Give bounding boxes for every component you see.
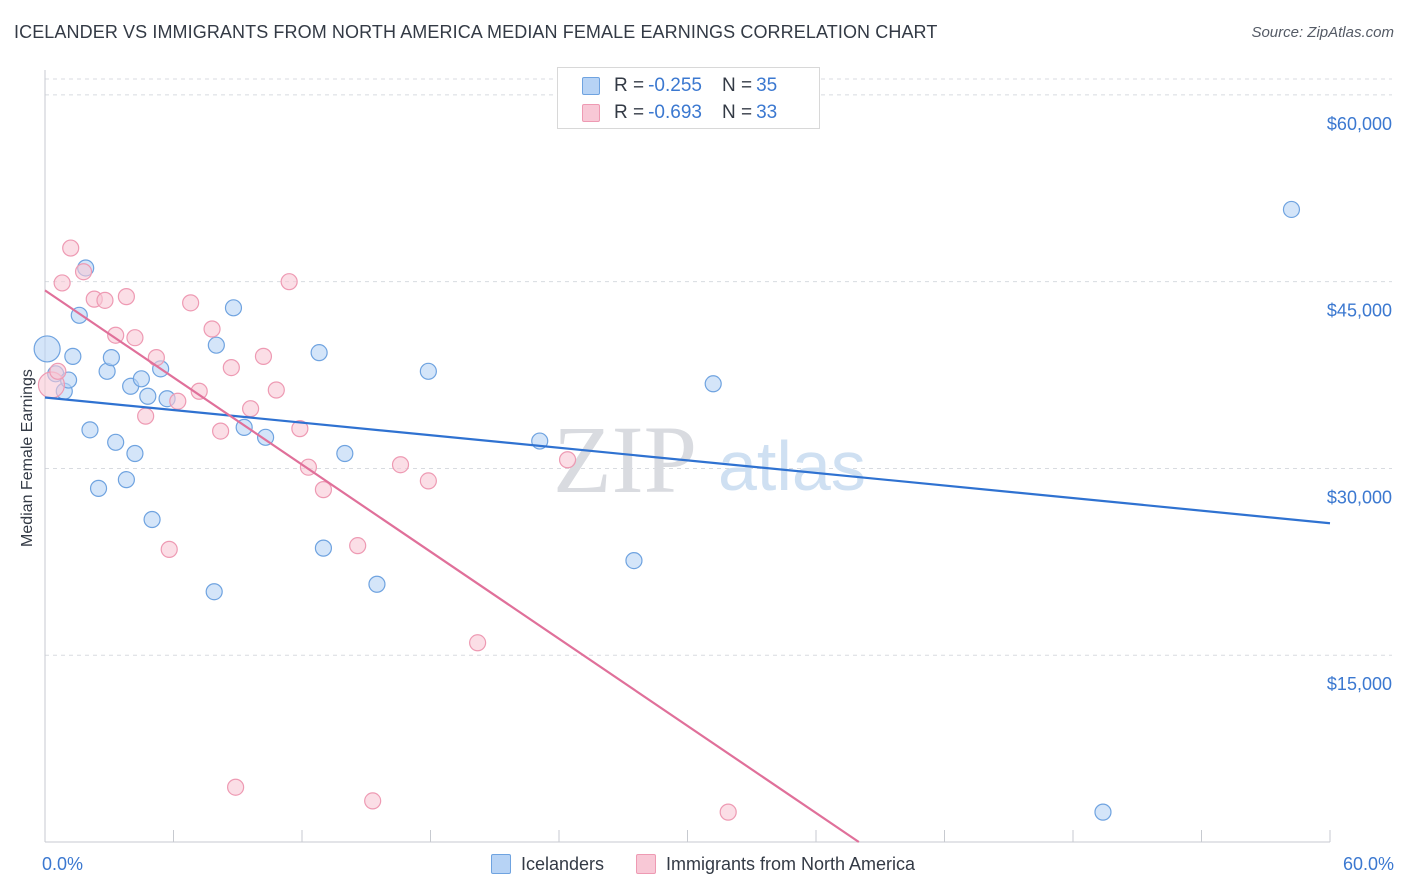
icelander-point [207,336,225,354]
legend-r-label: R = [614,75,645,96]
immigrant-point [242,400,260,418]
source-credit: Source: ZipAtlas.com [1251,24,1394,41]
immigrant-point [169,392,187,410]
icelander-point [126,444,144,463]
icelander-point [139,387,157,405]
immigrant-point [203,320,221,338]
icelander-point [107,433,125,451]
correlation-legend: R = -0.255 N = 35 R = -0.693 N = 33 [557,67,820,129]
x-tick-labels: 0.0% 60.0% [42,854,1394,874]
immigrant-point [391,456,410,474]
y-tick-label: $15,000 [1327,674,1392,694]
legend-r-value: -0.255 [648,75,702,96]
immigrant-point [137,407,155,425]
immigrant-point [62,239,80,257]
icelander-point [224,299,243,317]
trend-lines [44,289,1331,843]
icelander-point [704,375,722,393]
icelander-point [1282,200,1301,219]
legend-n-value: 33 [756,102,778,123]
immigrant-point [349,537,367,555]
icelander-trend-line [44,396,1331,525]
watermark: ZIP atlas [553,406,866,513]
immigrant-trend-line [44,289,860,843]
legend-swatch-blue [582,77,600,95]
icelander-point [143,510,161,529]
immigrant-point [267,381,285,399]
icelander-point [625,551,643,570]
chart-title: ICELANDER VS IMMIGRANTS FROM NORTH AMERI… [14,22,938,42]
immigrant-point [160,540,178,558]
legend-swatch-pink [582,104,600,122]
immigrant-point [469,634,487,652]
y-tick-label: $60,000 [1327,114,1392,134]
legend-item-icelanders[interactable]: Icelanders [490,853,604,875]
immigrant-point [254,347,273,365]
icelander-point [205,583,223,601]
icelander-point [81,421,99,439]
y-tick-label: $30,000 [1327,487,1392,507]
immigrant-point [314,481,333,499]
icelander-point [310,344,328,362]
immigrant-point [419,472,437,490]
immigrant-point [182,294,200,312]
icelander-point [102,349,120,367]
icelander-point [89,479,108,497]
immigrant-point [558,451,577,469]
immigrant-point [222,358,240,377]
icelander-point [368,575,386,593]
legend-row-immigrants: R = -0.693 N = 33 [582,101,777,125]
immigrant-point [126,329,144,347]
immigrant-point [74,263,93,281]
legend-n-label: N = [721,75,753,96]
immigrant-point [190,382,208,400]
legend-label-icelanders: Icelanders [520,853,604,874]
immigrant-point [364,792,382,810]
legend-swatch-blue [490,854,511,874]
icelander-point [336,444,354,463]
icelander-point [1094,803,1112,821]
icelander-point [33,335,61,363]
legend-n-label: N = [721,102,753,123]
legend-r-value: -0.693 [648,102,702,123]
immigrants-points [37,239,737,821]
legend-n-value: 35 [756,75,778,96]
legend-row-icelanders: R = -0.255 N = 35 [582,74,777,98]
legend-label-immigrants: Immigrants from North America [666,853,916,874]
immigrant-point [49,362,67,380]
series-legend: Icelanders Immigrants from North America [0,852,1406,876]
legend-item-immigrants[interactable]: Immigrants from North America [636,854,915,875]
y-tick-label: $45,000 [1327,301,1392,321]
immigrant-point [291,420,309,438]
icelander-point [117,471,135,489]
immigrant-point [53,274,71,292]
immigrant-point [719,803,737,821]
immigrant-point [212,422,230,440]
icelander-point [132,370,150,388]
legend-swatch-pink [636,854,656,874]
x-tick-label: 60.0% [1343,854,1394,874]
axes [44,70,1331,843]
immigrant-point [96,291,114,309]
immigrant-point [280,273,298,291]
immigrant-point [107,326,125,344]
grid-lines [45,78,1392,656]
icelander-point [419,362,437,380]
icelander-point [64,347,82,365]
legend-r-label: R = [614,102,645,123]
icelander-point [314,539,333,557]
immigrant-point [117,288,135,306]
y-tick-labels: $15,000 $30,000 $45,000 $60,000 [1327,114,1392,694]
x-tick-label: 0.0% [42,854,83,874]
immigrant-point [227,778,245,796]
